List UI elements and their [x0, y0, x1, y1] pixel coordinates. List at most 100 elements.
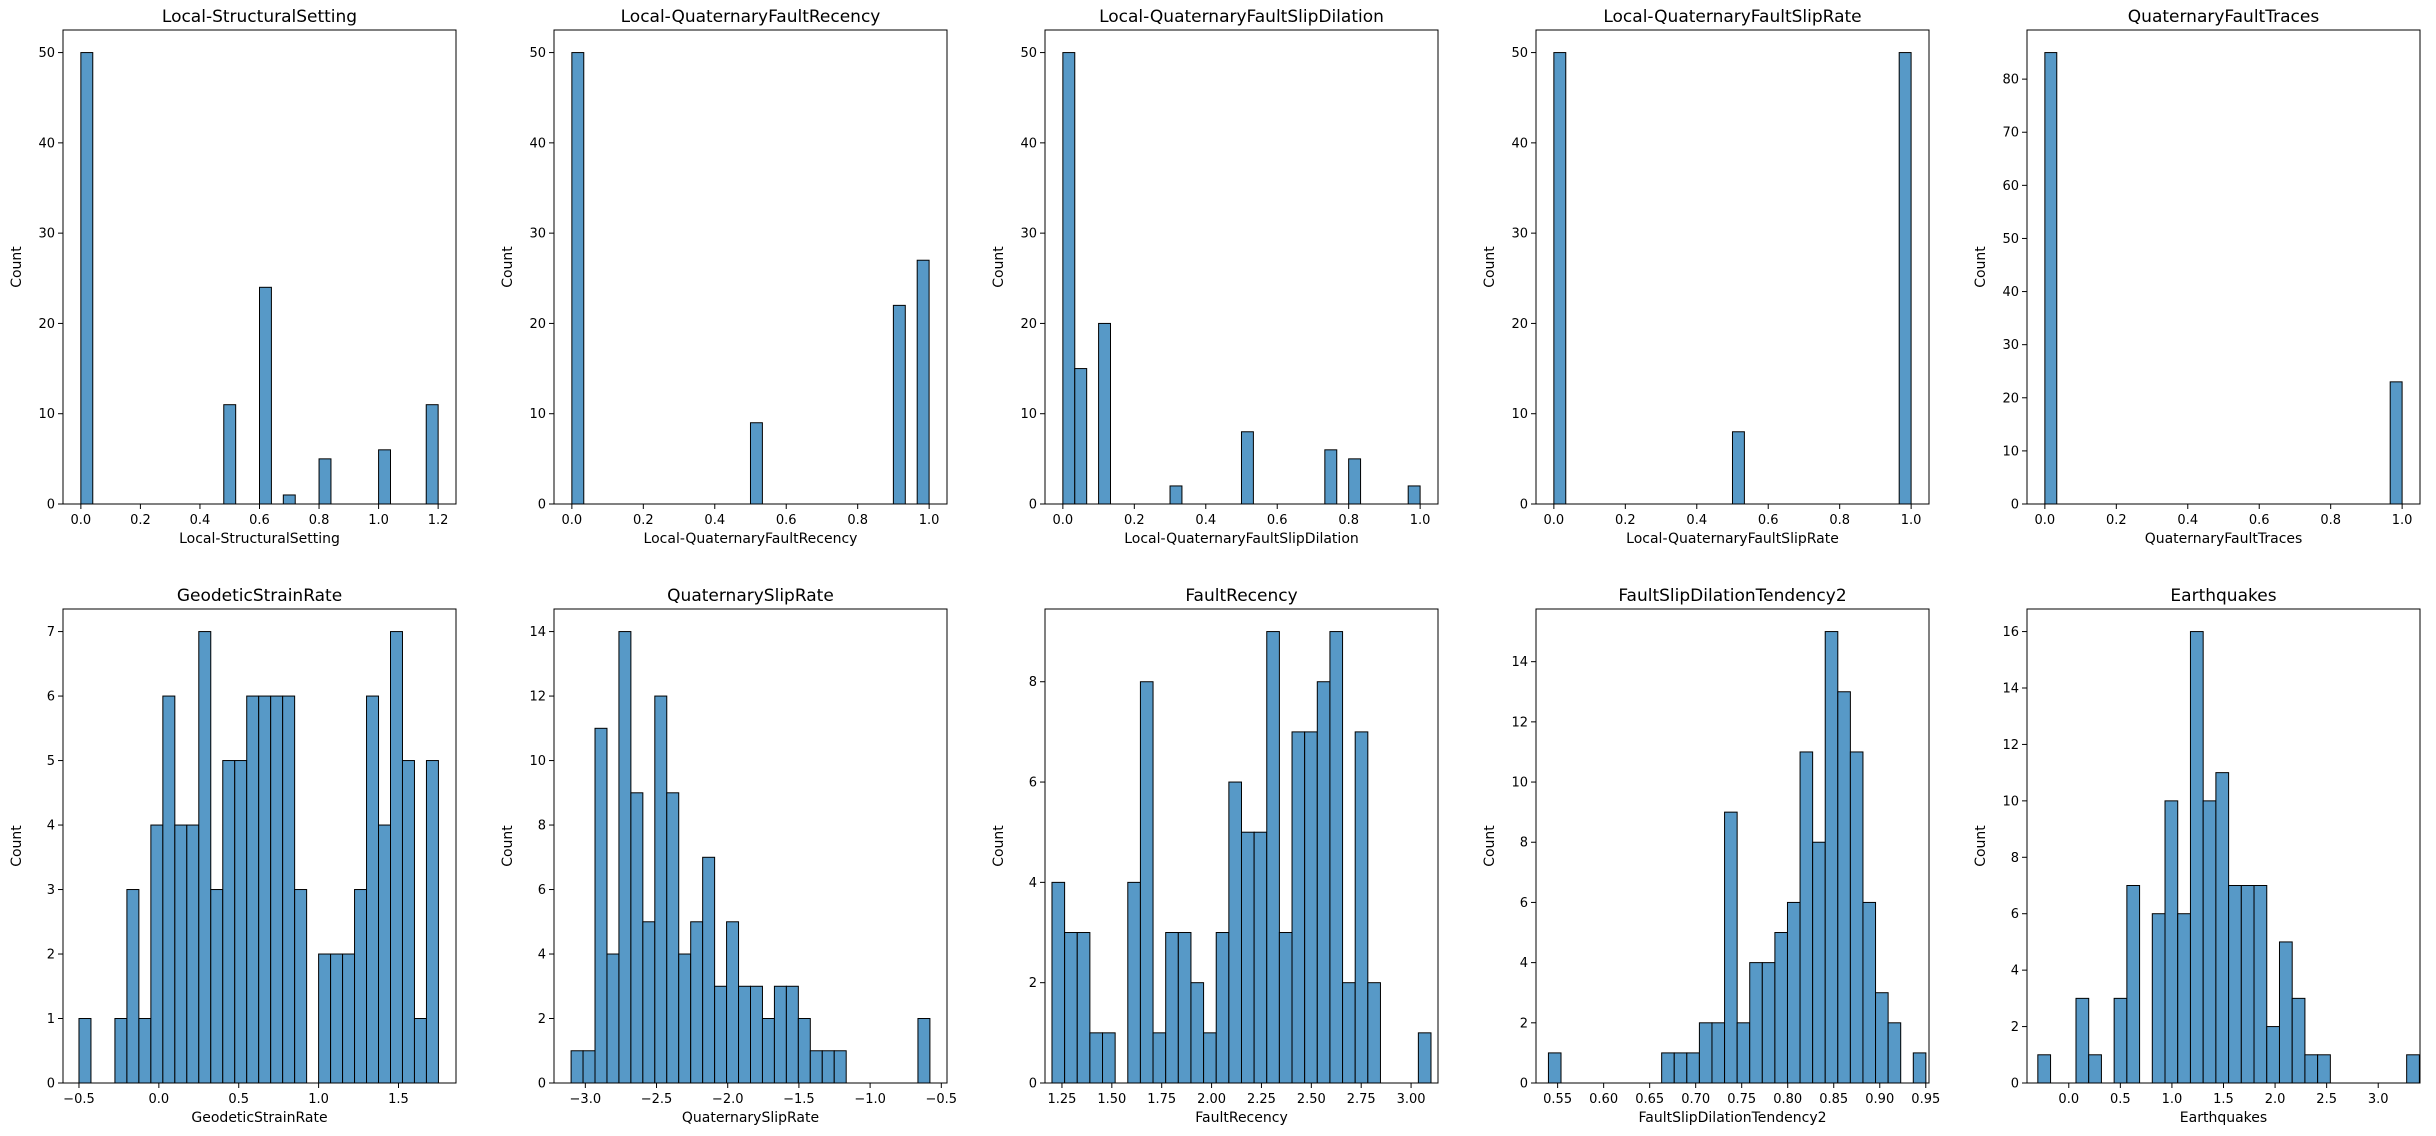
- y-axis-label: Count: [991, 825, 1007, 867]
- y-tick-label: 30: [1020, 227, 1037, 242]
- histogram-bar: [1253, 831, 1268, 1084]
- y-tick-label: 8: [2011, 851, 2019, 866]
- histogram-bar: [150, 824, 164, 1084]
- y-tick-label: 6: [47, 690, 55, 705]
- histogram-bar: [2189, 631, 2204, 1084]
- x-tick-label: 1.75: [1147, 1092, 1176, 1107]
- histogram-bar: [654, 695, 668, 1084]
- histogram-bar: [1799, 751, 1814, 1084]
- x-axis-label: QuaternaryFaultTraces: [2145, 531, 2303, 547]
- y-tick-label: 8: [538, 819, 546, 834]
- histogram-bar: [390, 631, 403, 1084]
- histogram-bar: [2304, 1054, 2319, 1084]
- histogram-bar: [2202, 800, 2217, 1084]
- x-tick-label: 1.25: [1047, 1092, 1076, 1107]
- histogram-bar: [2126, 885, 2141, 1084]
- y-tick-label: 0: [47, 1077, 55, 1092]
- x-axis-label: Local-QuaternaryFaultRecency: [644, 531, 858, 547]
- histogram-bar: [618, 631, 632, 1084]
- histogram-bar: [1862, 901, 1877, 1084]
- histogram-bar: [726, 921, 740, 1084]
- histogram-bar: [1316, 681, 1331, 1084]
- histogram-bar: [773, 985, 787, 1084]
- histogram-bar: [1761, 962, 1776, 1084]
- histogram-bar: [1367, 982, 1381, 1084]
- axes-frame: [553, 29, 948, 505]
- y-tick-label: 8: [1520, 836, 1528, 851]
- x-tick-label: 1.0: [2162, 1092, 2183, 1107]
- y-tick-label: 60: [2002, 179, 2019, 194]
- y-axis-label: Count: [500, 825, 516, 867]
- x-tick-label: 0.0: [2035, 513, 2056, 528]
- x-tick-label: 0.85: [1819, 1092, 1848, 1107]
- panel-title: QuaternarySlipRate: [667, 586, 834, 606]
- y-axis-label: Count: [1973, 246, 1989, 288]
- x-tick-label: 0.0: [562, 513, 583, 528]
- histogram-bar: [126, 889, 140, 1084]
- histogram-bar: [378, 824, 391, 1084]
- histogram-bar: [1348, 458, 1362, 505]
- x-tick-label: −2.0: [712, 1092, 744, 1107]
- y-axis-label: Count: [991, 246, 1007, 288]
- histogram-panel-10: 0.0 0.5 1.0 1.5 2.0 2.5 3.0 0 2 4 6 8 10 12 14 16 Earthq…: [1973, 586, 2421, 1126]
- histogram-bar: [259, 286, 272, 505]
- histogram-bar: [186, 824, 200, 1084]
- y-tick-label: 2: [1029, 976, 1037, 991]
- histogram-bar: [2088, 1054, 2102, 1084]
- y-tick-label: 50: [1511, 46, 1528, 61]
- histogram-bar: [378, 449, 391, 505]
- histogram-bar: [1731, 431, 1745, 505]
- histogram-bar: [570, 1050, 584, 1084]
- histogram-bar: [2215, 772, 2230, 1084]
- x-tick-label: 1.0: [2392, 513, 2413, 528]
- histogram-bar: [2177, 913, 2191, 1084]
- histogram-bar: [1165, 932, 1179, 1084]
- histogram-panel-1: 0.0 0.2 0.4 0.6 0.8 1.0 1.2 0 10 20 30 40 50 Local-St…: [9, 7, 457, 547]
- histogram-bar: [425, 760, 439, 1084]
- y-tick-label: 40: [2002, 285, 2019, 300]
- x-tick-label: −1.0: [854, 1092, 886, 1107]
- panel-title: FaultSlipDilationTendency2: [1618, 586, 1846, 606]
- x-tick-label: 0.4: [2177, 513, 2198, 528]
- y-tick-label: 50: [2002, 232, 2019, 247]
- x-tick-label: 0.70: [1681, 1092, 1710, 1107]
- x-tick-label: 0.5: [228, 1092, 249, 1107]
- histogram-bar: [1089, 1032, 1104, 1084]
- axes-frame: [2026, 29, 2421, 505]
- panel-title: Earthquakes: [2170, 586, 2276, 606]
- y-axis-label: Count: [1482, 825, 1498, 867]
- histogram-bar: [1076, 932, 1091, 1084]
- histogram-bar: [1686, 1052, 1700, 1084]
- histogram-bar: [2228, 885, 2242, 1084]
- x-tick-label: 1.0: [308, 1092, 329, 1107]
- histogram-bar: [246, 695, 260, 1084]
- y-tick-label: 0: [1520, 498, 1528, 513]
- histogram-bar: [2240, 885, 2255, 1084]
- x-tick-label: 0.6: [249, 513, 270, 528]
- y-axis-label: Count: [9, 246, 25, 288]
- axes-frame: [1044, 608, 1439, 1084]
- y-tick-label: 20: [529, 317, 546, 332]
- y-tick-label: 0: [2011, 1077, 2019, 1092]
- histogram-bar: [1329, 631, 1344, 1084]
- histogram-bar: [2113, 997, 2128, 1084]
- x-axis-label: QuaternarySlipRate: [682, 1110, 819, 1126]
- histogram-bar: [2253, 885, 2268, 1084]
- histogram-bar: [1354, 731, 1369, 1084]
- x-tick-label: 1.5: [388, 1092, 409, 1107]
- y-tick-label: 2: [538, 1012, 546, 1027]
- x-tick-label: 0.8: [2320, 513, 2341, 528]
- y-tick-label: 2: [47, 948, 55, 963]
- histogram-bar: [761, 1018, 775, 1084]
- y-tick-label: 0: [47, 498, 55, 513]
- histogram-bar: [1912, 1052, 1927, 1084]
- x-tick-label: 1.50: [1097, 1092, 1126, 1107]
- x-tick-label: −3.0: [570, 1092, 602, 1107]
- histogram-bar: [916, 259, 930, 505]
- histogram-bar: [1102, 1032, 1116, 1084]
- y-tick-label: 0: [2011, 498, 2019, 513]
- x-tick-label: 2.75: [1347, 1092, 1376, 1107]
- histogram-bar: [210, 889, 224, 1084]
- x-axis-label: Local-StructuralSetting: [179, 531, 340, 547]
